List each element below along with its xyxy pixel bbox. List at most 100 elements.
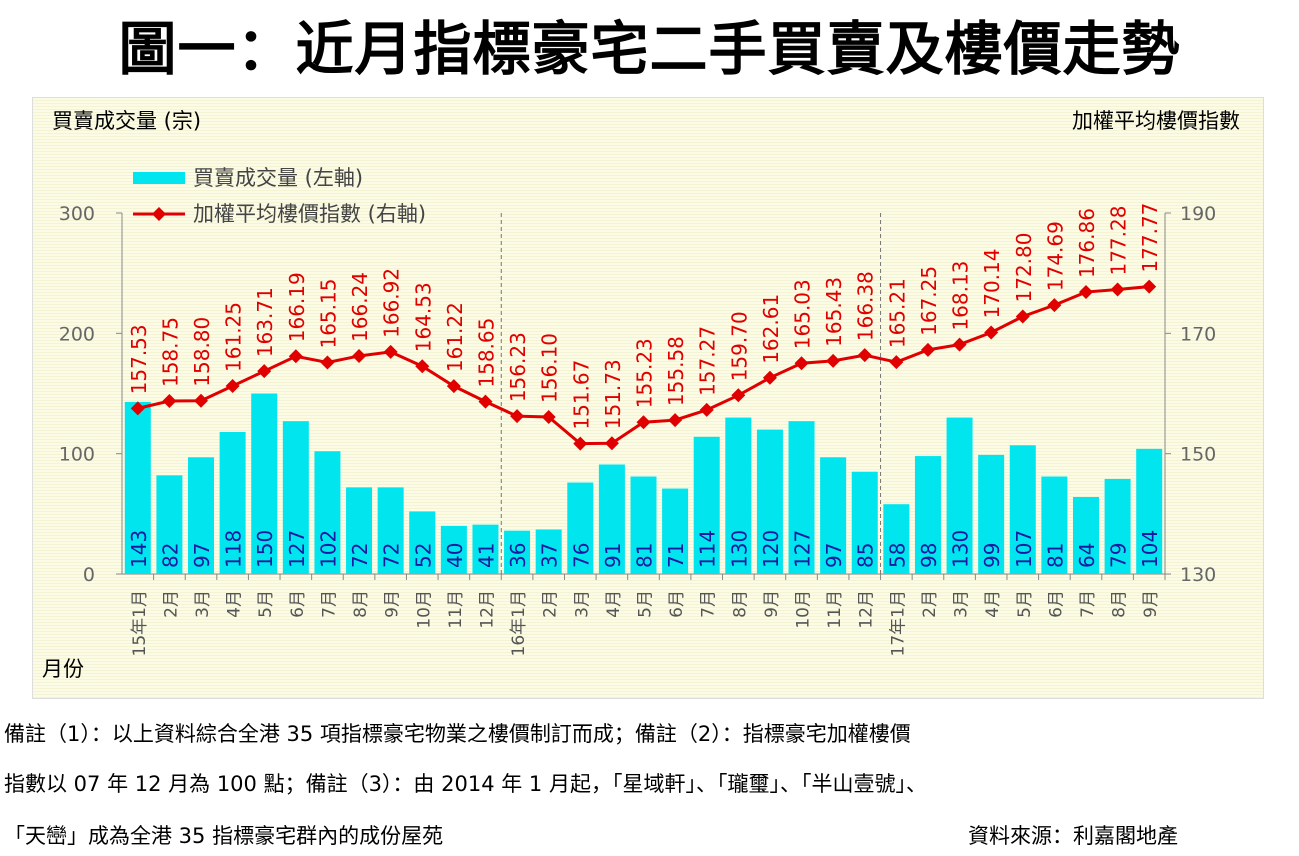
bar bbox=[1041, 476, 1068, 574]
bar-value-label: 98 bbox=[917, 543, 941, 568]
line-value-label: 166.92 bbox=[380, 268, 404, 338]
line-point bbox=[194, 393, 209, 408]
x-tick-label: 16年1月 bbox=[509, 590, 529, 656]
bar-value-label: 72 bbox=[380, 543, 404, 568]
bar bbox=[756, 429, 783, 574]
bar-value-label: 114 bbox=[696, 530, 720, 568]
x-tick-label: 15年1月 bbox=[130, 590, 150, 656]
line-value-label: 155.23 bbox=[633, 338, 657, 408]
left-tick-label: 300 bbox=[59, 203, 95, 225]
bar bbox=[346, 487, 373, 574]
line-point bbox=[510, 409, 525, 424]
x-tick-label: 12月 bbox=[857, 590, 877, 629]
x-tick-label: 17年1月 bbox=[888, 590, 908, 656]
bar-value-label: 130 bbox=[727, 530, 751, 568]
line-point bbox=[352, 348, 367, 363]
line-point bbox=[257, 364, 272, 379]
line-point bbox=[826, 353, 841, 368]
line-point bbox=[446, 379, 461, 394]
bar bbox=[282, 421, 309, 574]
bar bbox=[914, 456, 941, 574]
x-tick-label: 2月 bbox=[541, 590, 561, 618]
line-point bbox=[288, 349, 303, 364]
bar-value-label: 99 bbox=[980, 543, 1004, 568]
line-point bbox=[415, 359, 430, 374]
chart-panel bbox=[32, 97, 1264, 699]
bar-value-label: 102 bbox=[316, 530, 340, 568]
note-line-1: 備註（1）：以上資料綜合全港 35 項指標豪宅物業之樓價制訂而成；備註（2）：指… bbox=[4, 722, 911, 746]
line-point bbox=[1110, 282, 1125, 297]
bar-value-label: 82 bbox=[158, 543, 182, 568]
bar-value-label: 127 bbox=[791, 530, 815, 568]
line-value-label: 174.69 bbox=[1043, 221, 1067, 291]
bar bbox=[630, 476, 657, 574]
line-point bbox=[573, 436, 588, 451]
x-tick-label: 2月 bbox=[920, 590, 940, 618]
line-value-label: 165.03 bbox=[791, 279, 815, 349]
x-tick-label: 3月 bbox=[952, 590, 972, 618]
bar-value-label: 127 bbox=[285, 530, 309, 568]
x-tick-label: 9月 bbox=[383, 590, 403, 618]
bar bbox=[535, 529, 562, 574]
line-point bbox=[478, 394, 493, 409]
bar bbox=[946, 417, 973, 574]
line-point bbox=[636, 415, 651, 430]
line-value-label: 157.53 bbox=[127, 324, 151, 394]
line-value-label: 162.61 bbox=[759, 294, 783, 364]
note-line-2: 指數以 07 年 12 月為 100 點；備註（3）：由 2014 年 1 月起… bbox=[4, 772, 927, 796]
left-tick-label: 0 bbox=[83, 564, 95, 586]
bar bbox=[567, 482, 594, 574]
line-point bbox=[162, 394, 177, 409]
line-value-label: 157.27 bbox=[696, 326, 720, 396]
bar-value-label: 91 bbox=[601, 543, 625, 568]
bar-value-label: 107 bbox=[1012, 530, 1036, 568]
bar bbox=[314, 451, 341, 574]
legend-line-label: 加權平均樓價指數 (右軸) bbox=[193, 202, 426, 226]
line-value-label: 163.71 bbox=[253, 287, 277, 357]
bar-value-label: 71 bbox=[664, 543, 688, 568]
bar bbox=[1136, 448, 1163, 574]
bar bbox=[662, 488, 689, 574]
bar bbox=[820, 457, 847, 574]
line-point bbox=[541, 409, 556, 424]
bar-value-label: 79 bbox=[1107, 543, 1131, 568]
line-point bbox=[762, 370, 777, 385]
bar bbox=[598, 464, 625, 574]
line-point bbox=[731, 388, 746, 403]
bar bbox=[725, 417, 752, 574]
x-tick-label: 12月 bbox=[477, 590, 497, 629]
legend-bar-label: 買賣成交量 (左軸) bbox=[193, 166, 363, 190]
x-tick-label: 4月 bbox=[225, 590, 245, 618]
line-point bbox=[920, 342, 935, 357]
line-value-label: 166.38 bbox=[854, 271, 878, 341]
bar bbox=[472, 524, 499, 574]
line-value-label: 166.19 bbox=[285, 272, 309, 342]
line-point bbox=[320, 355, 335, 370]
line-point bbox=[857, 348, 872, 363]
line-point bbox=[794, 356, 809, 371]
line-value-label: 166.24 bbox=[348, 272, 372, 342]
bar-value-label: 150 bbox=[253, 530, 277, 568]
bar-value-label: 58 bbox=[885, 543, 909, 568]
bar bbox=[504, 530, 531, 574]
line-point bbox=[225, 378, 240, 393]
line-value-label: 165.15 bbox=[316, 279, 340, 349]
bar-value-label: 97 bbox=[822, 543, 846, 568]
bar bbox=[188, 457, 215, 574]
x-tick-label: 3月 bbox=[193, 590, 213, 618]
x-tick-label: 4月 bbox=[604, 590, 624, 618]
bar bbox=[693, 436, 720, 574]
line-value-label: 156.10 bbox=[538, 333, 562, 403]
bar-value-label: 36 bbox=[506, 543, 530, 568]
line-point bbox=[1015, 309, 1030, 324]
x-tick-label: 8月 bbox=[730, 590, 750, 618]
line-value-label: 156.23 bbox=[506, 332, 530, 402]
x-tick-label: 6月 bbox=[1046, 590, 1066, 618]
note-line-3: 「天巒」成為全港 35 指標豪宅群內的成份屋苑 bbox=[4, 824, 444, 848]
bar-value-label: 37 bbox=[538, 543, 562, 568]
x-tick-label: 5月 bbox=[1015, 590, 1035, 618]
bar-value-label: 97 bbox=[190, 543, 214, 568]
x-tick-label: 10月 bbox=[414, 590, 434, 629]
bar-value-label: 72 bbox=[348, 543, 372, 568]
